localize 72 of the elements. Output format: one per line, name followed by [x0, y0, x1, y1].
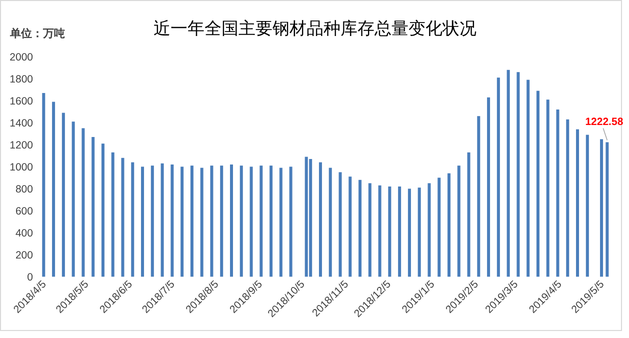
bar — [546, 100, 550, 277]
bar — [318, 162, 322, 277]
bar — [260, 166, 263, 277]
bar — [358, 180, 362, 277]
bar — [270, 166, 273, 277]
bar — [418, 188, 421, 277]
bar — [289, 166, 292, 277]
bar — [279, 168, 282, 277]
y-tick-label: 600 — [15, 206, 34, 218]
bar — [131, 162, 134, 277]
bar — [309, 159, 312, 277]
bar — [600, 139, 604, 277]
bar — [170, 164, 174, 277]
bar — [447, 173, 450, 277]
bar — [72, 122, 75, 277]
bar — [180, 166, 184, 277]
bar — [190, 166, 194, 277]
bar — [556, 110, 560, 277]
bar — [348, 176, 352, 277]
bar — [160, 163, 164, 277]
bar — [526, 80, 530, 277]
bar — [82, 128, 85, 277]
bar — [210, 166, 214, 277]
bar — [62, 112, 65, 277]
bar — [428, 183, 431, 277]
bar — [250, 166, 253, 277]
bar — [328, 168, 332, 277]
bar — [506, 70, 510, 277]
bar — [477, 116, 480, 277]
bar — [240, 166, 243, 277]
bar — [52, 102, 56, 277]
y-tick-label: 1800 — [10, 74, 34, 86]
bar — [388, 186, 392, 277]
bar — [220, 166, 224, 277]
bar — [378, 185, 382, 277]
bar — [516, 72, 520, 277]
y-axis-title: 单位：万吨 — [9, 27, 65, 40]
y-tick-label: 2000 — [10, 52, 34, 64]
y-tick-label: 1000 — [10, 162, 34, 174]
bar — [487, 97, 490, 277]
bar — [457, 166, 460, 277]
bar — [606, 142, 609, 277]
y-tick-label: 800 — [15, 184, 34, 196]
bar — [42, 93, 46, 277]
y-tick-label: 0 — [27, 272, 34, 284]
bar — [200, 168, 204, 277]
bar — [304, 156, 308, 277]
bar — [141, 166, 144, 277]
bar — [576, 129, 580, 277]
bar — [408, 188, 411, 277]
y-tick-label: 1200 — [10, 140, 34, 152]
bar — [536, 90, 540, 277]
bar — [398, 186, 402, 277]
bar — [101, 144, 104, 277]
bar — [368, 183, 372, 277]
bar — [566, 119, 570, 277]
bar — [150, 166, 154, 277]
bar — [111, 152, 114, 277]
bar — [92, 137, 95, 277]
y-tick-label: 1400 — [10, 118, 34, 130]
y-tick-label: 200 — [15, 250, 34, 262]
y-tick-label: 1600 — [10, 96, 34, 108]
bar — [338, 172, 342, 277]
bar — [496, 78, 500, 277]
bar — [586, 134, 589, 277]
data-label: 1222.58 — [585, 116, 624, 128]
bar — [467, 152, 470, 277]
bar — [121, 158, 124, 277]
bar — [230, 164, 233, 277]
chart-title: 近一年全国主要钢材品种库存总量变化状况 — [154, 19, 476, 38]
y-tick-label: 400 — [15, 228, 34, 240]
bar — [438, 178, 441, 277]
